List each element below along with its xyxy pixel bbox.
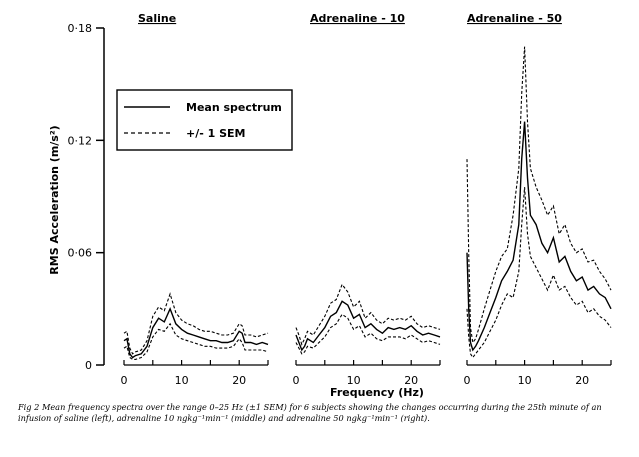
panel-3: Adrenaline - 50 0 10 20 — [464, 12, 612, 387]
x-tick-label: 0 — [121, 374, 128, 387]
legend-entry-mean: Mean spectrum — [186, 101, 282, 114]
lower-sem-line — [466, 187, 612, 359]
y-ticks: 0 0·06 0·12 0·18 — [68, 22, 104, 372]
legend-entry-sem: +/- 1 SEM — [186, 127, 246, 140]
y-tick-label: 0·12 — [68, 134, 93, 147]
figure-caption: Fig 2 Mean frequency spectra over the ra… — [18, 402, 602, 423]
y-tick-label: 0·18 — [68, 22, 93, 35]
mean-spectrum-line — [466, 121, 612, 352]
legend: Mean spectrum +/- 1 SEM — [116, 89, 293, 151]
upper-sem-line — [295, 283, 441, 346]
panel-title: Adrenaline - 10 — [310, 12, 405, 25]
x-axis-label: Frequency (Hz) — [330, 386, 424, 399]
mean-spectrum-line — [295, 300, 441, 352]
x-tick-label: 10 — [175, 374, 189, 387]
figure-chart: 0 0·06 0·12 0·18 RMS Acceleration (m/s²) Sa… — [48, 12, 612, 399]
x-tick-label: 0 — [464, 374, 471, 387]
panel-title: Saline — [138, 12, 176, 25]
x-tick-label: 20 — [575, 374, 589, 387]
y-tick-label: 0 — [85, 359, 92, 372]
lower-sem-line — [123, 322, 269, 360]
upper-sem-line — [466, 46, 612, 344]
x-tick-label: 20 — [232, 374, 246, 387]
lower-sem-line — [295, 313, 441, 355]
x-tick-label: 20 — [404, 374, 418, 387]
panel-title: Adrenaline - 50 — [467, 12, 562, 25]
panel-2: Adrenaline - 10 0 10 20 — [293, 12, 441, 387]
x-tick-label: 0 — [293, 374, 300, 387]
x-tick-label: 10 — [347, 374, 361, 387]
y-axis-label: RMS Acceleration (m/s²) — [48, 125, 61, 274]
upper-sem-line — [123, 292, 269, 355]
panel-1: Saline 0 10 20 — [121, 12, 269, 387]
y-tick-label: 0·06 — [68, 247, 93, 260]
x-tick-label: 10 — [518, 374, 532, 387]
legend-box — [116, 89, 293, 151]
mean-spectrum-line — [123, 306, 269, 359]
